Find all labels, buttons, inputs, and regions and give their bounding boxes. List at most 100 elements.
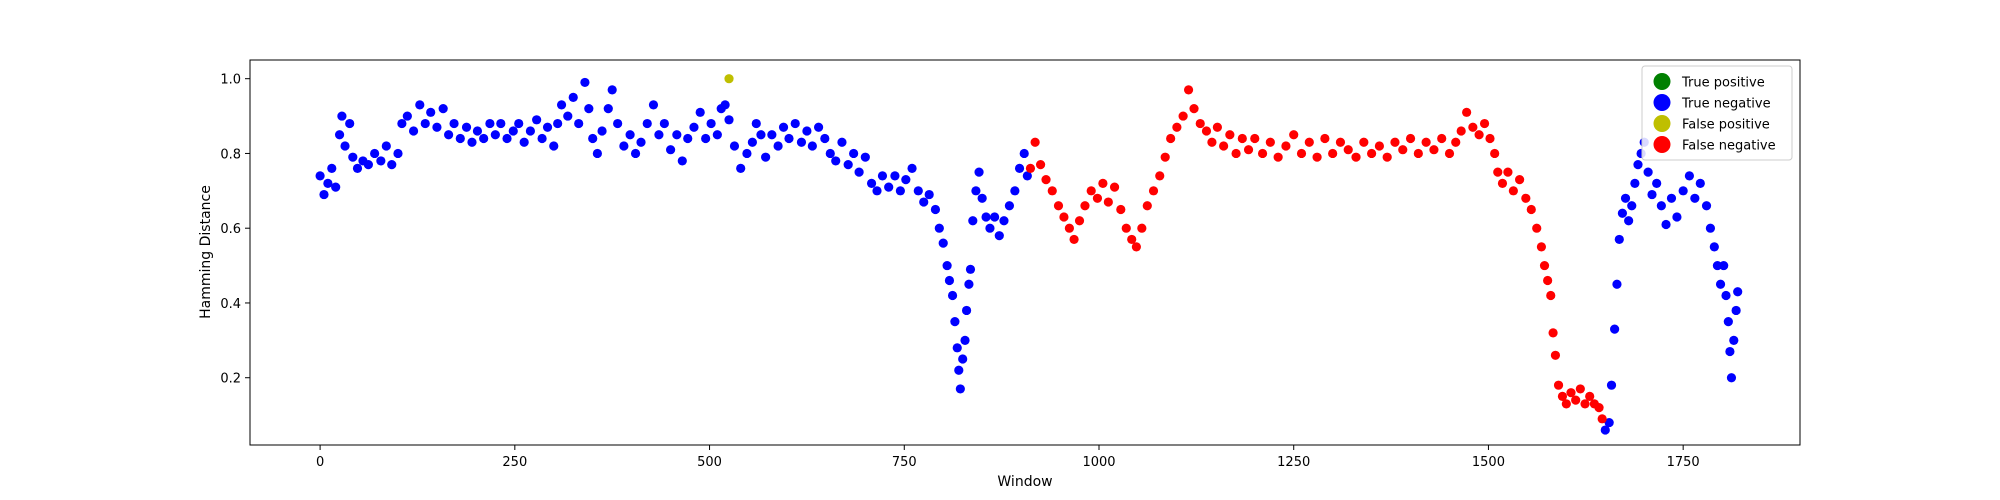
data-point bbox=[695, 107, 705, 117]
data-point bbox=[866, 178, 877, 188]
data-point bbox=[831, 156, 841, 166]
data-point bbox=[1550, 350, 1561, 360]
data-point bbox=[994, 231, 1004, 241]
data-point bbox=[1614, 234, 1624, 245]
data-point bbox=[1684, 171, 1694, 181]
data-point bbox=[1273, 152, 1283, 162]
data-point bbox=[455, 133, 465, 144]
data-point bbox=[426, 107, 436, 117]
legend-marker bbox=[1653, 73, 1671, 90]
data-point bbox=[990, 212, 1000, 222]
x-tick-label: 1250 bbox=[1277, 455, 1310, 470]
data-point bbox=[1690, 193, 1700, 203]
data-point bbox=[556, 100, 567, 110]
data-point bbox=[1019, 148, 1029, 159]
data-point bbox=[1597, 414, 1607, 424]
x-axis: 0 250 500 750 1000 1250 1500 1750 bbox=[316, 445, 1700, 470]
legend: True positive True negative False positive… bbox=[1641, 65, 1793, 161]
legend-marker bbox=[1653, 115, 1671, 132]
x-tick-label: 500 bbox=[697, 455, 722, 470]
data-point bbox=[981, 212, 991, 222]
data-point bbox=[974, 167, 984, 177]
data-point bbox=[1456, 126, 1466, 136]
data-point bbox=[1367, 148, 1377, 159]
data-point bbox=[1069, 234, 1079, 245]
data-point bbox=[1553, 380, 1564, 390]
data-point bbox=[630, 148, 641, 159]
data-point bbox=[1413, 148, 1423, 159]
data-point bbox=[1429, 145, 1439, 155]
data-point bbox=[393, 148, 403, 159]
data-point bbox=[1178, 111, 1188, 121]
data-point bbox=[1064, 223, 1074, 233]
data-point bbox=[1546, 290, 1556, 301]
data-point bbox=[1289, 130, 1299, 140]
data-point bbox=[1116, 204, 1126, 215]
data-point bbox=[944, 275, 955, 286]
data-point bbox=[938, 238, 948, 248]
data-point bbox=[1010, 186, 1020, 196]
data-point bbox=[1666, 193, 1677, 203]
data-point bbox=[519, 137, 529, 147]
data-point bbox=[1225, 130, 1235, 140]
data-point bbox=[1617, 208, 1628, 218]
data-point bbox=[1479, 118, 1490, 129]
data-point bbox=[1719, 260, 1729, 271]
data-point bbox=[1053, 201, 1064, 211]
data-point bbox=[683, 133, 693, 144]
data-point bbox=[942, 260, 952, 271]
data-point bbox=[784, 133, 794, 144]
data-point bbox=[1705, 223, 1716, 233]
data-point bbox=[901, 175, 911, 185]
data-point bbox=[1585, 391, 1595, 402]
data-point bbox=[381, 141, 391, 151]
data-point bbox=[1462, 107, 1472, 117]
data-point bbox=[1172, 122, 1182, 132]
data-point bbox=[402, 111, 412, 121]
data-point bbox=[1485, 133, 1495, 144]
data-point bbox=[1421, 137, 1431, 147]
data-point bbox=[563, 111, 573, 121]
data-point bbox=[1503, 167, 1513, 177]
data-point bbox=[1014, 163, 1025, 173]
data-point bbox=[1127, 234, 1137, 245]
data-point bbox=[508, 126, 518, 136]
data-point bbox=[985, 223, 995, 233]
data-point bbox=[1142, 201, 1152, 211]
data-point bbox=[1468, 122, 1478, 132]
data-point bbox=[1672, 212, 1682, 222]
data-point bbox=[954, 365, 964, 375]
plot-frame bbox=[249, 59, 1801, 446]
data-point bbox=[1304, 137, 1314, 147]
data-point bbox=[751, 118, 761, 129]
data-point bbox=[1726, 373, 1737, 383]
data-point bbox=[1109, 182, 1120, 192]
y-tick-label: 0.4 bbox=[220, 297, 241, 312]
data-point bbox=[872, 186, 882, 196]
data-point bbox=[1219, 141, 1229, 151]
x-tick-label: 1750 bbox=[1667, 455, 1700, 470]
data-point bbox=[729, 141, 740, 151]
data-point bbox=[1382, 152, 1392, 162]
y-axis-label: Hamming Distance bbox=[198, 185, 214, 319]
data-point bbox=[1328, 148, 1338, 159]
data-point bbox=[736, 163, 746, 173]
data-point bbox=[574, 118, 584, 129]
data-point bbox=[397, 118, 407, 129]
data-point bbox=[802, 126, 812, 136]
data-point bbox=[636, 137, 646, 147]
data-point bbox=[1536, 242, 1547, 252]
data-point bbox=[742, 148, 752, 159]
data-point bbox=[890, 171, 900, 181]
data-point bbox=[854, 167, 864, 177]
data-point bbox=[1092, 193, 1103, 203]
data-point bbox=[1296, 148, 1307, 159]
data-point bbox=[415, 100, 425, 110]
data-point bbox=[1610, 324, 1620, 334]
data-point bbox=[884, 182, 894, 192]
data-point bbox=[1548, 328, 1558, 338]
data-point bbox=[1729, 335, 1739, 345]
data-point bbox=[825, 148, 835, 159]
data-point bbox=[387, 160, 397, 170]
